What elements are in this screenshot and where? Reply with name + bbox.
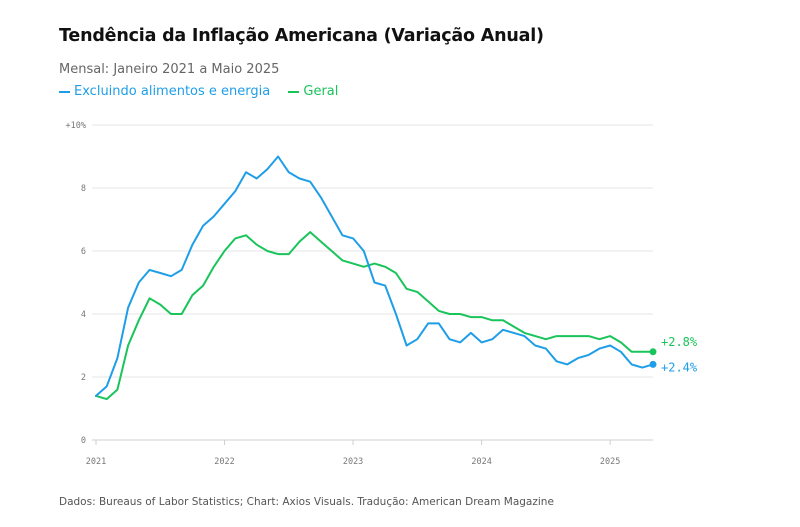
- legend-label-headline: Geral: [303, 84, 339, 99]
- y-tick-label: 0: [81, 436, 86, 446]
- end-point-core: [649, 360, 657, 368]
- x-tick-label: 2021: [86, 457, 106, 467]
- x-tick-label: 2022: [214, 457, 234, 467]
- legend-swatch-headline: [288, 90, 300, 93]
- y-tick-label: 4: [81, 310, 86, 320]
- series-line-core: [95, 155, 654, 397]
- legend-item-headline: Geral: [288, 84, 338, 99]
- y-tick-label: +10%: [66, 121, 86, 131]
- chart-subtitle: Mensal: Janeiro 2021 a Maio 2025: [59, 62, 280, 77]
- end-point-headline: [649, 348, 657, 356]
- end-label-headline: +2.8%: [661, 335, 698, 349]
- x-tick-label: 2023: [343, 457, 363, 467]
- line-chart: 0 2 4 6 8 +10% 2021 2022 2023 2024 2025 +2.4% +2.8%: [66, 121, 698, 467]
- y-tick-label: 2: [81, 373, 86, 383]
- legend-item-core: Excluindo alimentos e energia: [59, 84, 270, 99]
- chart-title: Tendência da Inflação Americana (Variaçã…: [59, 26, 544, 46]
- end-label-core: +2.4%: [661, 360, 698, 374]
- y-tick-label: 6: [81, 247, 86, 257]
- y-tick-label: 8: [81, 184, 86, 194]
- legend-label-core: Excluindo alimentos e energia: [74, 84, 271, 99]
- x-tick-label: 2025: [600, 457, 620, 467]
- x-tick-label: 2024: [471, 457, 491, 467]
- legend-swatch-core: [59, 90, 70, 93]
- source-note: Dados: Bureaus of Labor Statistics; Char…: [59, 496, 554, 508]
- legend: Excluindo alimentos e energia Geral: [59, 84, 352, 99]
- series-line-headline: [95, 231, 654, 401]
